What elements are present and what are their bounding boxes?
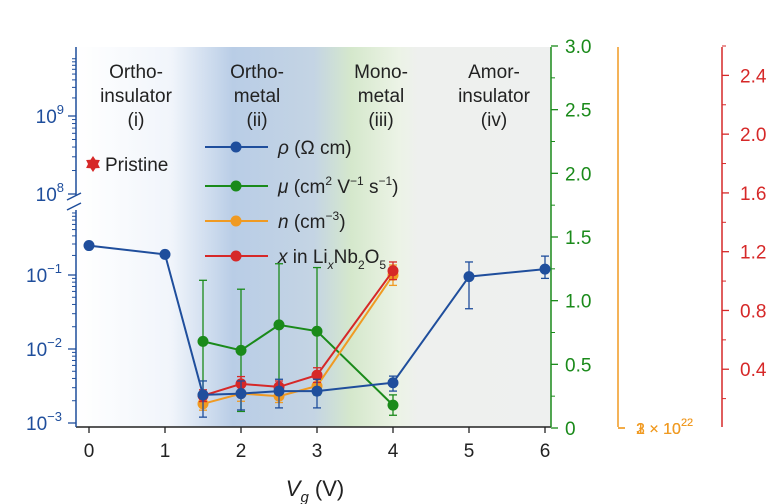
data-point-rho: [387, 377, 399, 389]
carrier-tick-label: 1 × 1022: [636, 417, 693, 438]
region-label: Mono-metal (iii): [354, 62, 408, 131]
left-tick-label: 10−2: [26, 335, 62, 361]
legend-label: ρ (Ω cm): [277, 138, 352, 159]
x-content-tick-label: 1.2: [740, 243, 766, 264]
data-point-mobility: [273, 319, 285, 331]
mobility-tick-label: 1.5: [565, 228, 591, 249]
carrier-tick-label: 2 × 1022: [636, 417, 693, 438]
mobility-tick-label: 0.5: [565, 355, 591, 376]
left-tick-label: 10−1: [26, 261, 62, 287]
x-tick-label: 4: [388, 441, 399, 462]
data-point-mobility: [197, 335, 209, 347]
x-tick-label: 0: [84, 441, 95, 462]
legend-swatch-marker: [230, 141, 242, 153]
x-tick-label: 1: [160, 441, 171, 462]
data-point-rho: [197, 389, 209, 401]
left-tick-label: 109: [36, 102, 64, 128]
data-point-rho: [463, 271, 475, 283]
pristine-star-icon: [86, 156, 100, 172]
data-point-mobility: [387, 399, 399, 411]
legend-label: μ (cm2 V−1 s−1): [277, 174, 398, 198]
x-content-tick-label: 0.4: [740, 360, 767, 381]
mobility-tick-label: 0: [565, 419, 576, 440]
legend-swatch-marker: [230, 180, 242, 192]
series-rho: [83, 240, 551, 418]
x-content-tick-label: 0.8: [740, 301, 766, 322]
series: [83, 240, 551, 418]
data-point-mobility: [311, 325, 323, 337]
data-point-rho: [159, 248, 171, 260]
data-point-rho: [273, 385, 285, 397]
mobility-tick-label: 2.0: [565, 164, 591, 185]
pristine-label: Pristine: [105, 155, 168, 176]
x-tick-label: 5: [464, 441, 475, 462]
legend-label: n (cm−3): [278, 209, 346, 233]
data-point-rho: [311, 385, 323, 397]
mobility-tick-label: 1.0: [565, 292, 591, 313]
region-label: Ortho-metal (ii): [230, 62, 284, 131]
x-axis-label: Vg (V): [286, 476, 344, 504]
region-label: Ortho-insulator (i): [100, 62, 172, 131]
region-label: Amor-insulator (iv): [458, 62, 530, 131]
data-point-mobility: [235, 344, 247, 356]
data-point-rho: [235, 388, 247, 400]
mobility-tick-label: 3.0: [565, 37, 591, 58]
plot-background: [76, 47, 551, 427]
legend: ρ (Ω cm) μ (cm2 V−1 s−1) n (cm−3) x in LixN…: [205, 138, 398, 272]
region-background: [76, 47, 551, 427]
left-tick-label: 108: [36, 180, 64, 206]
data-point-x: [387, 265, 399, 277]
mobility-tick-label: 2.5: [565, 101, 591, 122]
x-tick-label: 2: [236, 441, 247, 462]
legend-swatch-marker: [230, 215, 242, 227]
x-content-tick-label: 2.0: [740, 125, 766, 146]
axis-break-mark: [66, 192, 82, 201]
x-content-tick-label: 1.6: [740, 184, 766, 205]
legend-label: x in LixNb2O5: [277, 247, 386, 272]
carrier-tick-label: 3 × 1022: [636, 417, 693, 438]
data-point-rho: [539, 263, 551, 275]
x-content-tick-label: 2.4: [740, 66, 767, 87]
x-tick-label: 6: [540, 441, 551, 462]
axes: 0 1 2 3 4 5 6 Vg (V) 109 108 10−1 10−2 10−3 0 0.5 1.0 1.…: [26, 37, 767, 504]
region-labels: Ortho-insulator (i) Ortho-metal (ii) Mono-me…: [86, 62, 531, 176]
x-tick-label: 3: [312, 441, 323, 462]
left-tick-label: 10−3: [26, 409, 62, 435]
data-point-x: [311, 369, 323, 381]
axis-break-mark: [66, 202, 82, 211]
data-point-rho: [83, 240, 95, 252]
legend-swatch-marker: [230, 250, 242, 262]
